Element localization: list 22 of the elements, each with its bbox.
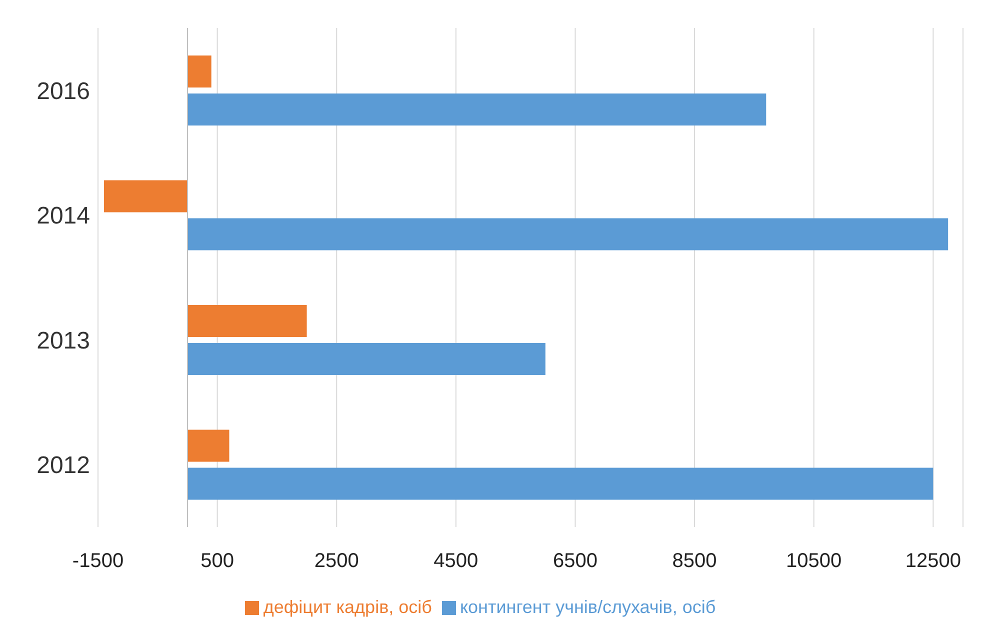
y-tick-label: 2014 bbox=[36, 202, 90, 230]
x-tick-label: 500 bbox=[200, 550, 234, 572]
bar bbox=[104, 180, 188, 212]
x-tick-label: 6500 bbox=[552, 550, 598, 572]
x-tick-label: 8500 bbox=[672, 550, 717, 572]
y-tick-label: 2016 bbox=[36, 78, 90, 105]
bar bbox=[187, 304, 307, 337]
legend-label: контингент учнів/слухачів, осіб bbox=[460, 597, 716, 617]
bar bbox=[187, 93, 766, 126]
bar bbox=[187, 342, 546, 375]
legend-label: дефіцит кадрів, осіб bbox=[263, 597, 432, 617]
x-tick-label: 4500 bbox=[434, 550, 478, 572]
bar bbox=[187, 218, 948, 250]
x-tick-label: 12500 bbox=[905, 550, 961, 572]
bar bbox=[187, 468, 934, 500]
x-tick-label: 10500 bbox=[786, 550, 842, 572]
bar bbox=[187, 55, 212, 88]
x-tick-label: 2500 bbox=[314, 550, 359, 572]
bar bbox=[187, 430, 230, 462]
y-tick-label: 2012 bbox=[36, 452, 90, 480]
y-tick-label: 2013 bbox=[36, 327, 90, 354]
x-tick-label: -1500 bbox=[72, 550, 124, 572]
